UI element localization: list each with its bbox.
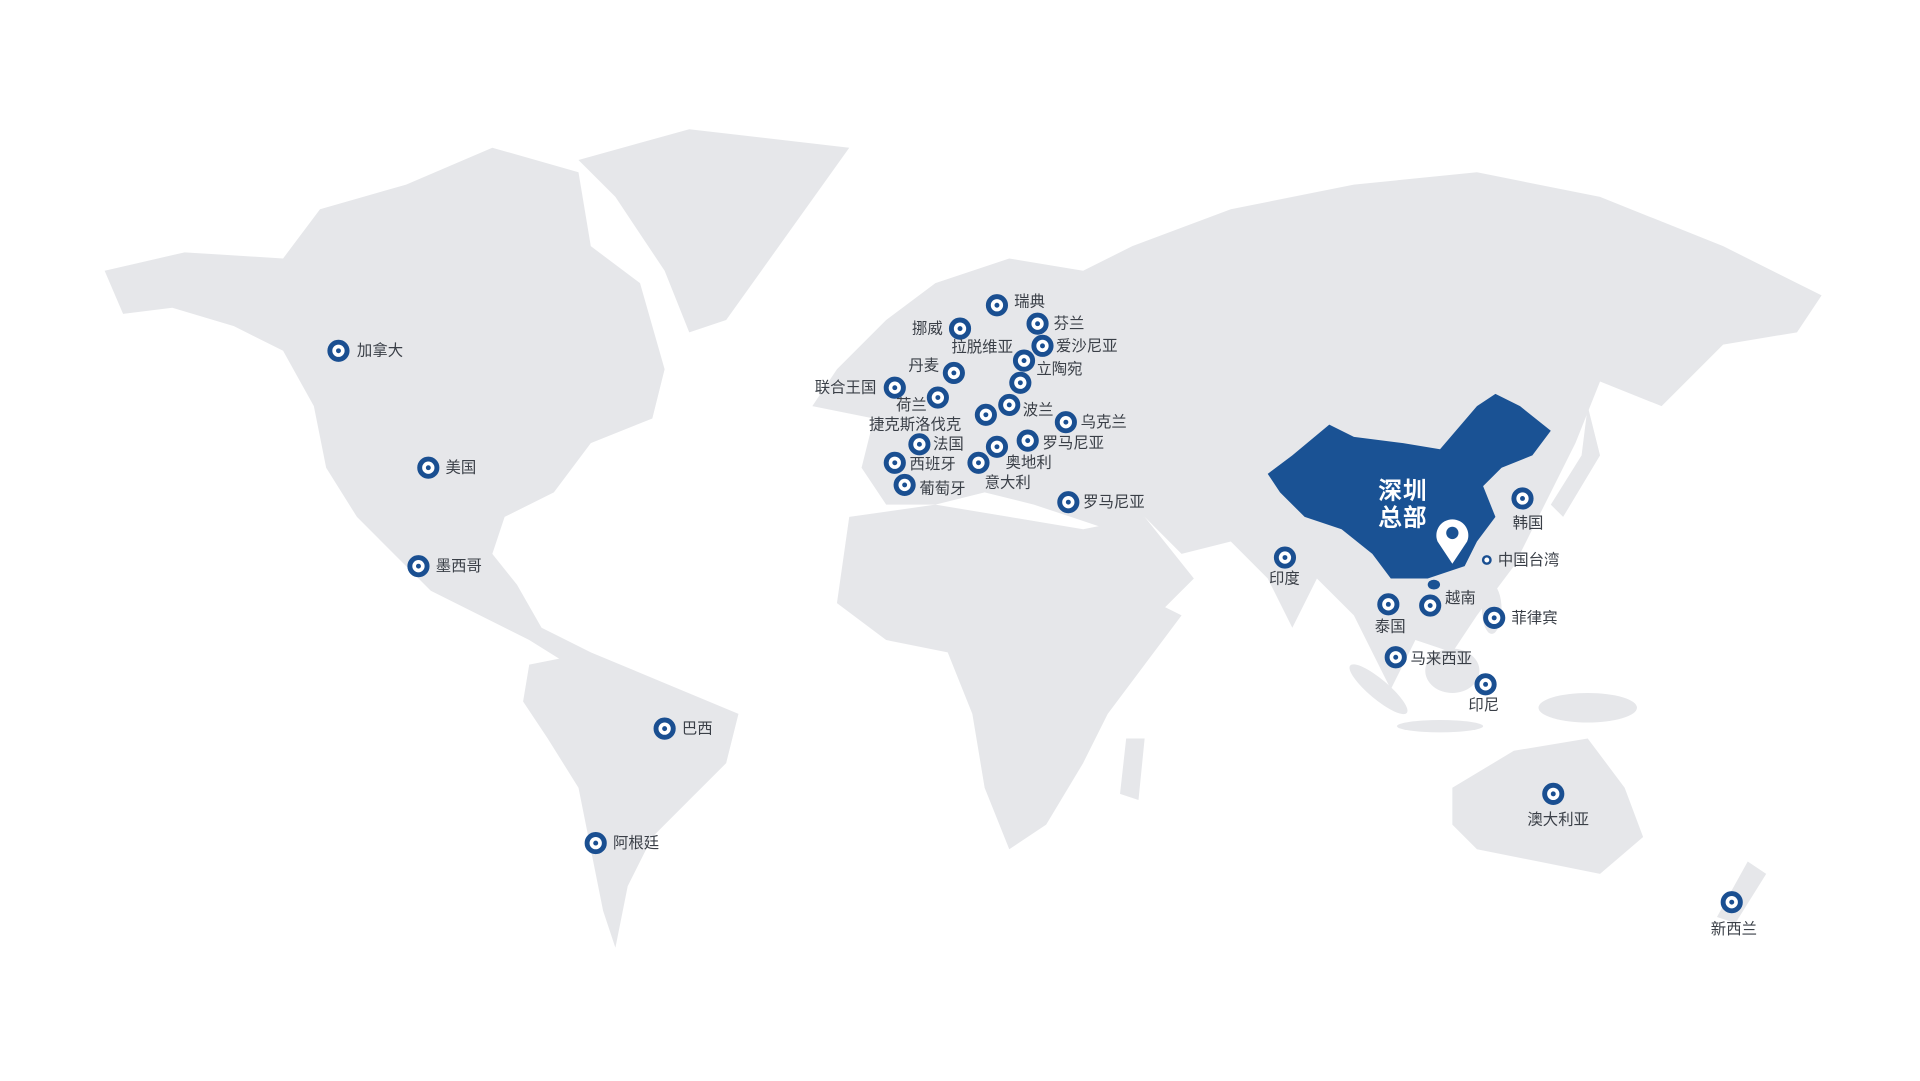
location-marker[interactable] (1031, 334, 1054, 357)
borneo (1425, 648, 1480, 693)
location-label: 巴西 (681, 718, 713, 738)
location-label: 挪威 (912, 318, 943, 338)
location-marker[interactable] (1026, 312, 1049, 335)
location-label: 越南 (1444, 588, 1476, 607)
location-label: 印尼 (1468, 695, 1500, 714)
location-marker[interactable] (1009, 371, 1032, 394)
location-label: 立陶宛 (1036, 359, 1083, 378)
eurasia (812, 172, 1822, 690)
location-marker[interactable] (1377, 593, 1400, 616)
location-label: 拉脱维亚 (951, 337, 1013, 356)
location-label: 澳大利亚 (1527, 809, 1589, 829)
location-marker[interactable] (1511, 487, 1534, 510)
japan (1550, 406, 1601, 517)
location-label: 意大利 (984, 472, 1031, 492)
location-label: 泰国 (1374, 616, 1406, 636)
new-guinea (1538, 692, 1637, 723)
location-marker[interactable] (1542, 782, 1565, 805)
location-marker[interactable] (985, 294, 1009, 317)
location-label: 奥地利 (1005, 452, 1052, 472)
location-label: 芬兰 (1053, 313, 1085, 333)
location-marker[interactable] (908, 433, 931, 456)
location-label: 葡萄牙 (919, 478, 966, 498)
greenland (578, 129, 850, 333)
location-marker[interactable] (1012, 349, 1036, 372)
hainan (1427, 579, 1441, 590)
location-marker[interactable] (1273, 546, 1297, 569)
java (1396, 720, 1484, 733)
location-marker[interactable] (893, 473, 916, 497)
australia (1452, 738, 1644, 874)
madagascar (1120, 738, 1145, 801)
location-marker[interactable] (653, 717, 676, 740)
arabia (1083, 516, 1194, 616)
location-label: 捷克斯洛伐克 (868, 414, 962, 434)
location-label: 阿根廷 (612, 833, 660, 852)
africa (836, 504, 1182, 850)
location-marker[interactable] (417, 456, 440, 479)
north-america (104, 147, 665, 671)
location-label: 菲律宾 (1511, 608, 1558, 627)
location-label: 韩国 (1512, 513, 1544, 532)
south-america (523, 652, 739, 948)
location-label: 新西兰 (1710, 919, 1757, 938)
china-highlight (1267, 393, 1551, 579)
location-label: 马来西亚 (1410, 648, 1473, 668)
location-marker[interactable] (942, 361, 965, 385)
location-marker[interactable] (407, 555, 430, 578)
location-label: 西班牙 (909, 454, 956, 473)
location-marker[interactable] (1054, 411, 1077, 434)
hq-label-line1: 深圳 (1378, 477, 1428, 505)
location-label: 印度 (1268, 568, 1300, 588)
location-marker[interactable] (1384, 646, 1407, 669)
sumatra (1349, 664, 1408, 715)
location-label: 乌克兰 (1080, 412, 1127, 431)
location-label: 法国 (932, 434, 964, 453)
location-marker[interactable] (967, 451, 990, 474)
location-label: 美国 (445, 457, 477, 477)
location-label: 加拿大 (356, 340, 404, 360)
location-marker[interactable] (584, 832, 607, 855)
location-marker[interactable] (974, 403, 997, 426)
location-marker[interactable] (1419, 594, 1442, 617)
location-label: 丹麦 (908, 355, 940, 375)
map-pin-icon[interactable] (1436, 519, 1469, 564)
location-marker[interactable] (883, 451, 906, 474)
location-label: 罗马尼亚 (1042, 433, 1105, 452)
location-marker[interactable] (1481, 555, 1492, 565)
location-label: 瑞典 (1014, 291, 1045, 311)
location-label: 联合王国 (814, 377, 877, 397)
location-marker[interactable] (327, 339, 350, 362)
location-marker[interactable] (926, 386, 949, 409)
location-marker[interactable] (883, 376, 906, 399)
location-marker[interactable] (1016, 429, 1039, 452)
headquarters-label: 深圳 总部 (1378, 478, 1427, 532)
location-label: 中国台湾 (1497, 550, 1560, 569)
location-marker[interactable] (1057, 491, 1080, 514)
location-marker[interactable] (1483, 606, 1506, 629)
location-label: 荷兰 (896, 395, 927, 414)
location-marker[interactable] (1474, 673, 1497, 696)
location-label: 墨西哥 (435, 556, 482, 575)
location-label: 爱沙尼亚 (1056, 336, 1118, 355)
location-label: 罗马尼亚 (1083, 492, 1145, 511)
location-marker[interactable] (948, 317, 972, 340)
location-marker[interactable] (985, 435, 1009, 458)
location-marker[interactable] (998, 393, 1021, 417)
location-label: 波兰 (1022, 400, 1054, 419)
location-marker[interactable] (1720, 891, 1743, 914)
hq-label-line2: 总部 (1378, 504, 1428, 532)
